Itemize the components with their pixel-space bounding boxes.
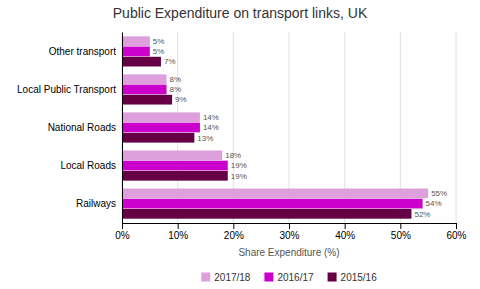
legend-swatch (201, 273, 210, 282)
y-tick: National Roads (48, 122, 122, 133)
bars (122, 36, 428, 218)
x-tick-label: 10% (168, 230, 188, 241)
data-label: 8% (170, 75, 182, 84)
legend-item: 2016/17 (264, 272, 314, 283)
x-tick-mark (289, 223, 290, 229)
bar (122, 133, 194, 143)
bar (122, 199, 423, 209)
x-tick-label: 0% (115, 230, 130, 241)
y-axis: Railways Local Roads National Roads Local P… (17, 33, 122, 224)
bar (122, 47, 150, 57)
grid-line (456, 32, 457, 223)
legend-swatch (328, 273, 337, 282)
grid-line (122, 32, 123, 223)
bar (122, 189, 428, 199)
legend-swatch (264, 273, 273, 282)
x-tick: 60% (446, 223, 466, 241)
x-tick-label: 20% (224, 230, 244, 241)
bar (122, 123, 200, 133)
x-tick-label: 30% (279, 230, 299, 241)
legend-item: 2015/16 (328, 272, 378, 283)
data-label: 19% (231, 172, 247, 181)
x-axis-title: Share Expenditure (%) (238, 247, 339, 258)
data-label: 14% (203, 123, 219, 132)
bar (122, 209, 411, 219)
data-label: 13% (197, 134, 213, 143)
x-tick-mark (400, 223, 401, 229)
legend-label: 2015/16 (341, 272, 378, 283)
x-tick: 10% (168, 223, 188, 241)
data-label: 14% (203, 113, 219, 122)
y-tick-label: Local Roads (60, 160, 116, 171)
x-tick-mark (178, 223, 179, 229)
legend: 2017/18 2016/17 2015/16 (201, 272, 377, 283)
title: Public Expenditure on transport links, U… (113, 5, 368, 21)
bar (122, 74, 167, 84)
legend-label: 2017/18 (214, 272, 251, 283)
x-tick: 50% (391, 223, 411, 241)
bar (122, 171, 228, 181)
bar (122, 112, 200, 122)
chart: Public Expenditure on transport links, U… (0, 0, 480, 289)
data-label: 7% (164, 57, 176, 66)
x-tick: 20% (224, 223, 244, 241)
y-tick-label: National Roads (48, 122, 116, 133)
x-tick-mark (456, 223, 457, 229)
x-tick: 30% (279, 223, 299, 241)
data-label: 9% (175, 95, 187, 104)
bar-series (122, 47, 423, 209)
x-tick-mark (233, 223, 234, 229)
y-tick-label: Other transport (49, 46, 116, 57)
bar (122, 161, 228, 171)
y-tick: Other transport (49, 46, 122, 57)
x-tick-label: 40% (335, 230, 355, 241)
bar-series (122, 57, 411, 219)
data-label: 5% (153, 47, 165, 56)
y-tick: Railways (76, 198, 122, 209)
data-label: 8% (170, 85, 182, 94)
y-tick-label: Local Public Transport (17, 84, 116, 95)
bar (122, 57, 161, 67)
data-label: 52% (414, 210, 430, 219)
y-tick-label: Railways (76, 198, 116, 209)
x-tick: 0% (115, 223, 130, 241)
x-tick-label: 60% (446, 230, 466, 241)
bar-series (122, 36, 428, 198)
data-label: 5% (153, 37, 165, 46)
y-tick: Local Roads (60, 160, 122, 171)
y-tick: Local Public Transport (17, 84, 122, 95)
legend-label: 2016/17 (277, 272, 314, 283)
x-tick-label: 50% (391, 230, 411, 241)
x-tick-mark (345, 223, 346, 229)
data-label: 54% (426, 199, 442, 208)
x-tick-mark (122, 223, 123, 229)
x-axis-line (123, 224, 457, 230)
grid (122, 32, 456, 223)
bar (122, 95, 172, 105)
data-labels: 55% 18% 14% 8% 5% 54% 19% 14% 8% 5% 52% 19% 13% 9% 7% (153, 37, 447, 219)
bar (122, 36, 150, 46)
bar (122, 150, 222, 160)
x-axis: 0% 10% 20% 30% 40% 50% 60% (115, 223, 466, 241)
x-tick: 40% (335, 223, 355, 241)
y-axis-line (122, 33, 123, 224)
bar (122, 85, 167, 95)
data-label: 18% (225, 151, 241, 160)
data-label: 55% (431, 189, 447, 198)
data-label: 19% (231, 161, 247, 170)
legend-item: 2017/18 (201, 272, 251, 283)
